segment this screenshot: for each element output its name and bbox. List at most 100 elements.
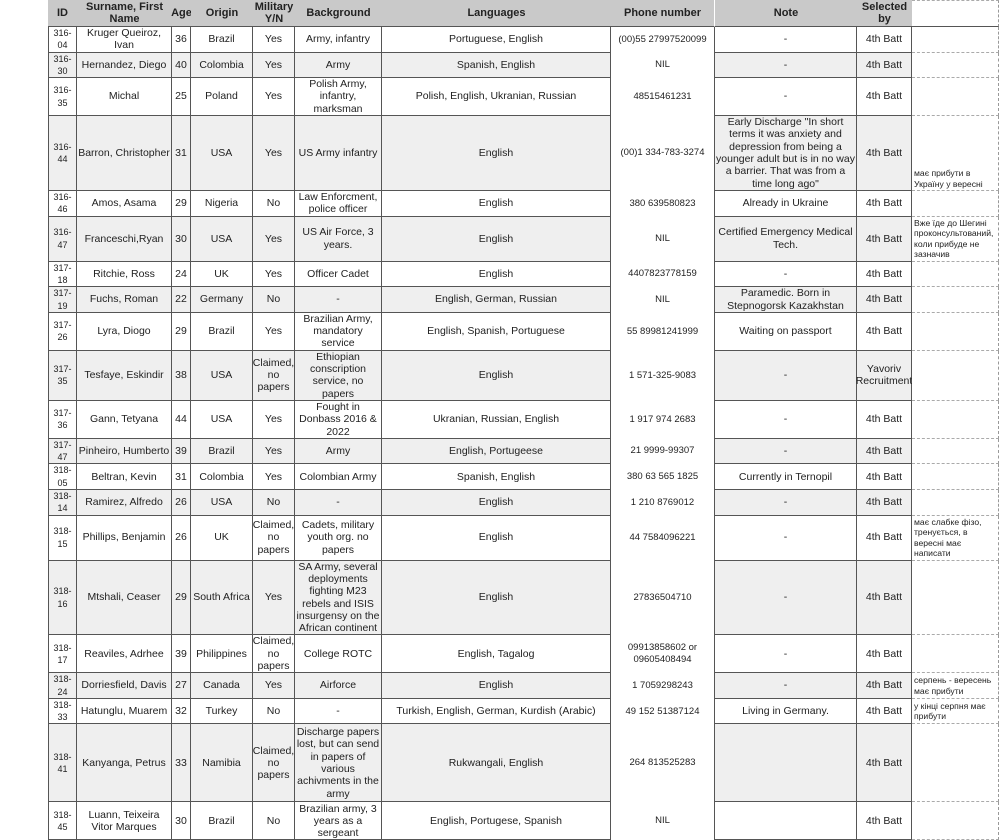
cell-origin[interactable]: Philippines	[191, 635, 253, 674]
cell-origin[interactable]: Namibia	[191, 724, 253, 803]
cell-note[interactable]: -	[715, 635, 857, 674]
cell-military[interactable]: Claimed, no papers	[253, 724, 295, 803]
cell-background[interactable]: Cadets, military youth org. no papers	[295, 515, 382, 561]
cell-military[interactable]: Claimed, no papers	[253, 515, 295, 561]
cell-extra[interactable]	[912, 802, 999, 840]
cell-phone[interactable]: 48515461231	[611, 78, 715, 117]
cell-note[interactable]: -	[715, 52, 857, 79]
cell-military[interactable]: No	[253, 191, 295, 217]
cell-selected-by[interactable]: 4th Batt	[857, 724, 912, 803]
cell-name[interactable]: Gann, Tetyana	[77, 400, 172, 439]
cell-extra[interactable]	[912, 52, 999, 79]
cell-id[interactable]: 316-44	[48, 116, 77, 192]
cell-military[interactable]: Yes	[253, 673, 295, 699]
cell-selected-by[interactable]: 4th Batt	[857, 116, 912, 192]
cell-name[interactable]: Michal	[77, 78, 172, 117]
cell-languages[interactable]: English, Portugeese	[382, 438, 611, 465]
cell-military[interactable]: Yes	[253, 116, 295, 192]
cell-note[interactable]: -	[715, 560, 857, 636]
cell-selected-by[interactable]: 4th Batt	[857, 52, 912, 79]
cell-name[interactable]: Beltran, Kevin	[77, 464, 172, 491]
cell-name[interactable]: Luann, Teixeira Vitor Marques	[77, 802, 172, 840]
cell-origin[interactable]: Nigeria	[191, 191, 253, 217]
cell-age[interactable]: 39	[172, 438, 191, 465]
cell-selected-by[interactable]: 4th Batt	[857, 287, 912, 313]
cell-background[interactable]: Discharge papers lost, but can send in p…	[295, 724, 382, 803]
cell-military[interactable]: No	[253, 698, 295, 725]
cell-selected-by[interactable]: 4th Batt	[857, 515, 912, 561]
cell-phone[interactable]: NIL	[611, 802, 715, 840]
cell-phone[interactable]: 380 63 565 1825	[611, 464, 715, 491]
cell-extra[interactable]	[912, 27, 999, 53]
cell-phone[interactable]: 1 917 974 2683	[611, 400, 715, 439]
cell-background[interactable]: Airforce	[295, 673, 382, 699]
cell-name[interactable]: Ramirez, Alfredo	[77, 490, 172, 516]
cell-phone[interactable]: 264 813525283	[611, 724, 715, 803]
cell-military[interactable]: Yes	[253, 560, 295, 636]
cell-origin[interactable]: Poland	[191, 78, 253, 117]
cell-background[interactable]: Officer Cadet	[295, 261, 382, 288]
cell-background[interactable]: Colombian Army	[295, 464, 382, 491]
cell-age[interactable]: 33	[172, 724, 191, 803]
cell-selected-by[interactable]: 4th Batt	[857, 560, 912, 636]
cell-languages[interactable]: English	[382, 490, 611, 516]
cell-background[interactable]: Brazilian Army, mandatory service	[295, 312, 382, 351]
cell-note[interactable]	[715, 802, 857, 840]
cell-selected-by[interactable]: 4th Batt	[857, 698, 912, 725]
cell-note[interactable]: -	[715, 673, 857, 699]
cell-name[interactable]: Franceschi,Ryan	[77, 216, 172, 262]
cell-phone[interactable]: 55 89981241999	[611, 312, 715, 351]
cell-id[interactable]: 318-17	[48, 635, 77, 674]
cell-selected-by[interactable]: 4th Batt	[857, 464, 912, 491]
cell-phone[interactable]: 1 571-325-9083	[611, 350, 715, 401]
cell-origin[interactable]: USA	[191, 490, 253, 516]
cell-id[interactable]: 317-35	[48, 350, 77, 401]
cell-age[interactable]: 29	[172, 191, 191, 217]
cell-id[interactable]: 316-04	[48, 27, 77, 53]
cell-selected-by[interactable]: Yavoriv Recruitment	[856, 350, 912, 401]
cell-origin[interactable]: Germany	[191, 287, 253, 313]
cell-military[interactable]: Yes	[253, 261, 295, 288]
cell-name[interactable]: Dorriesfield, Davis	[77, 673, 172, 699]
cell-extra[interactable]	[912, 635, 999, 674]
cell-note[interactable]: Certified Emergency Medical Tech.	[715, 216, 857, 262]
cell-background[interactable]: College ROTC	[295, 635, 382, 674]
cell-origin[interactable]: USA	[191, 350, 253, 401]
cell-selected-by[interactable]: 4th Batt	[857, 400, 912, 439]
cell-extra[interactable]	[912, 724, 999, 803]
cell-background[interactable]: -	[295, 698, 382, 725]
cell-id[interactable]: 318-24	[48, 673, 77, 699]
cell-military[interactable]: Yes	[253, 78, 295, 117]
cell-extra[interactable]	[912, 490, 999, 516]
cell-origin[interactable]: USA	[191, 216, 253, 262]
cell-origin[interactable]: USA	[191, 116, 253, 192]
cell-languages[interactable]: Spanish, English	[382, 464, 611, 491]
cell-extra[interactable]	[912, 464, 999, 491]
cell-origin[interactable]: USA	[191, 400, 253, 439]
cell-background[interactable]: SA Army, several deployments fighting M2…	[295, 560, 382, 636]
cell-note[interactable]: Already in Ukraine	[715, 191, 857, 217]
cell-age[interactable]: 32	[172, 698, 191, 725]
cell-name[interactable]: Hatunglu, Muarem	[77, 698, 172, 725]
cell-phone[interactable]: (00)55 27997520099	[611, 27, 715, 53]
cell-age[interactable]: 25	[172, 78, 191, 117]
cell-note[interactable]: Early Discharge "In short terms it was a…	[715, 116, 857, 192]
cell-id[interactable]: 318-05	[48, 464, 77, 491]
cell-age[interactable]: 38	[172, 350, 191, 401]
cell-military[interactable]: Yes	[253, 216, 295, 262]
cell-phone[interactable]: (00)1 334-783-3274	[611, 116, 715, 192]
cell-military[interactable]: Claimed, no papers	[253, 350, 295, 401]
cell-age[interactable]: 29	[172, 312, 191, 351]
cell-background[interactable]: Ethiopian conscription service, no paper…	[295, 350, 382, 401]
cell-note[interactable]: -	[715, 400, 857, 439]
cell-name[interactable]: Kanyanga, Petrus	[77, 724, 172, 803]
cell-id[interactable]: 318-33	[48, 698, 77, 725]
cell-name[interactable]: Phillips, Benjamin	[77, 515, 172, 561]
cell-selected-by[interactable]: 4th Batt	[857, 438, 912, 465]
cell-id[interactable]: 316-30	[48, 52, 77, 79]
cell-name[interactable]: Kruger Queiroz, Ivan	[77, 27, 172, 53]
cell-origin[interactable]: Colombia	[191, 52, 253, 79]
cell-background[interactable]: US Air Force, 3 years.	[295, 216, 382, 262]
cell-age[interactable]: 30	[172, 216, 191, 262]
cell-age[interactable]: 24	[172, 261, 191, 288]
